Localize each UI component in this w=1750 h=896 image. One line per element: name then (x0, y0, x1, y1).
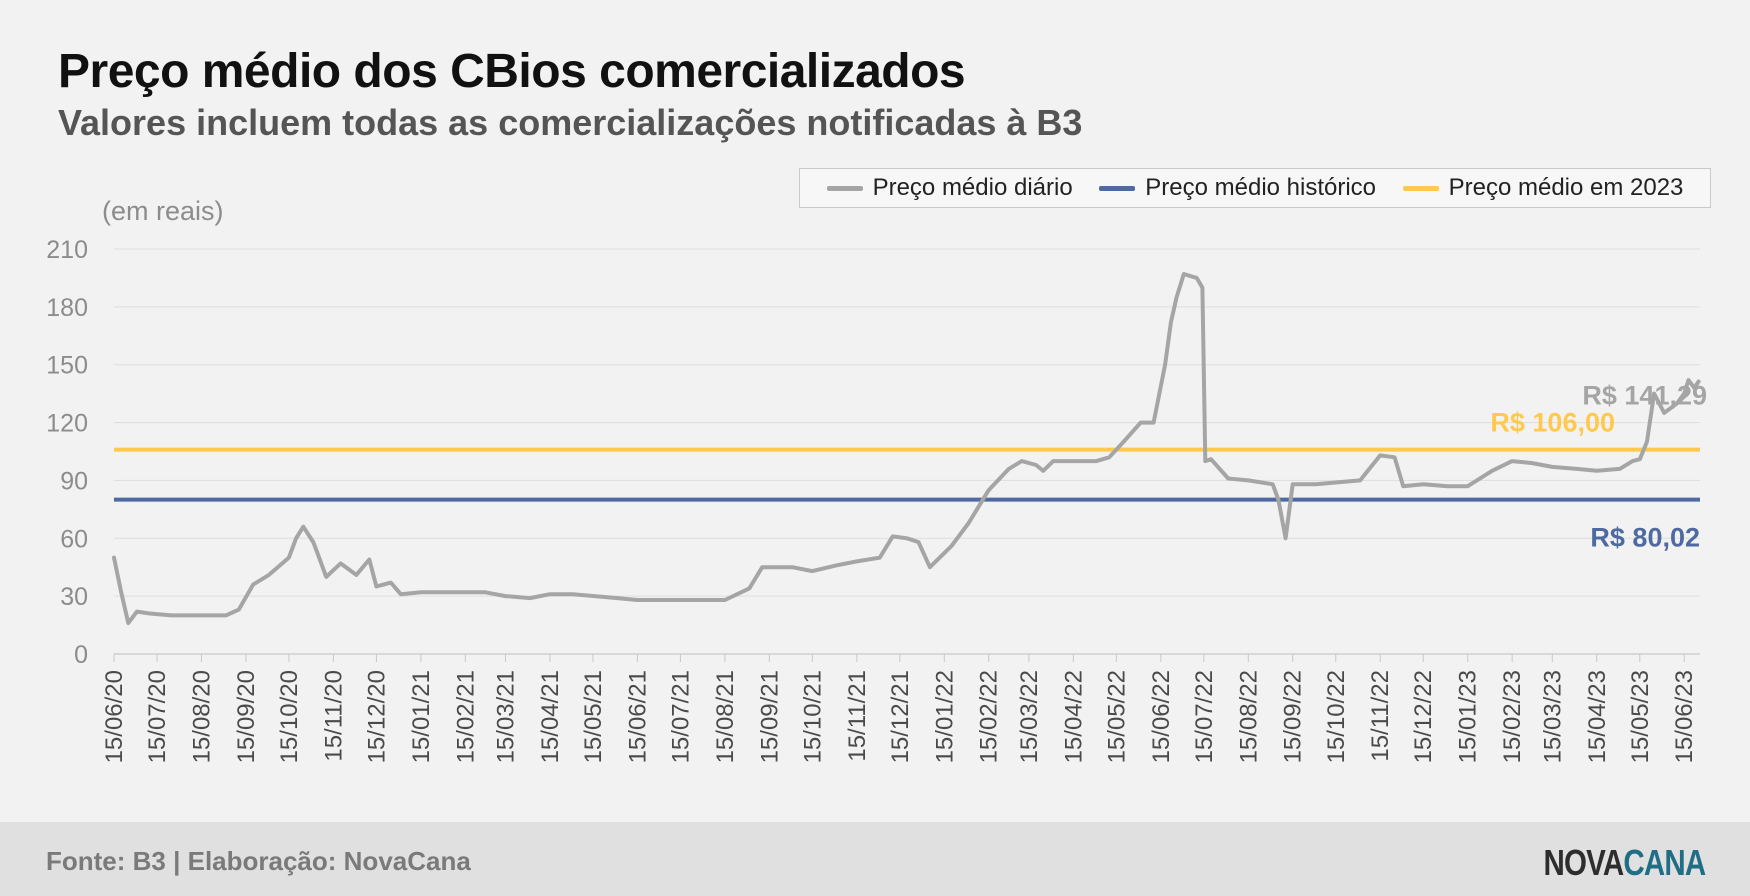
x-tick-label: 15/02/23 (1499, 670, 1526, 763)
x-tick-label: 15/04/21 (537, 670, 564, 763)
x-tick-label: 15/09/20 (233, 670, 260, 763)
y-tick-label: 150 (46, 352, 88, 380)
x-tick-label: 15/03/22 (1016, 670, 1043, 763)
x-tick-label: 15/10/22 (1323, 670, 1350, 763)
y-tick-label: 120 (46, 410, 88, 438)
y-tick-label: 60 (60, 525, 88, 553)
x-tick-label: 15/01/21 (408, 670, 435, 763)
legend-swatch-historic (1099, 185, 1136, 191)
line-chart: 0 30 60 90 120 150 180 210 15/06/20 15/07/20 15/08… (46, 236, 1707, 763)
x-tick-label: 15/11/22 (1367, 670, 1394, 762)
x-tick-label: 15/01/22 (931, 670, 958, 763)
x-tick-label: 15/02/22 (976, 670, 1003, 763)
x-tick-label: 15/03/21 (492, 670, 519, 763)
y-tick-label: 180 (46, 294, 88, 322)
x-tick-label: 15/03/23 (1539, 670, 1566, 763)
chart-title: Preço médio dos CBios comercializados (58, 45, 966, 98)
x-tick-label: 15/12/22 (1410, 670, 1437, 763)
y-tick-label: 90 (60, 467, 88, 495)
x-tick-label: 15/08/22 (1235, 670, 1262, 763)
x-tick-label: 15/11/20 (320, 670, 347, 762)
x-tick-label: 15/02/21 (452, 670, 479, 763)
x-tick-label: 15/05/23 (1627, 670, 1654, 763)
x-tick-label: 15/04/22 (1060, 670, 1087, 763)
chart-subtitle: Valores incluem todas as comercializaçõe… (58, 102, 1083, 143)
source-credit: Fonte: B3 | Elaboração: NovaCana (46, 846, 471, 876)
x-tick-label: 15/07/20 (144, 670, 171, 763)
x-tick-label: 15/05/22 (1103, 670, 1130, 763)
x-tick-label: 15/11/21 (844, 670, 871, 762)
annotation-2023-average: R$ 106,00 (1490, 408, 1615, 438)
x-tick-label: 15/01/23 (1455, 670, 1482, 763)
legend-item-historic: Preço médio histórico (1099, 174, 1376, 202)
x-tick-label: 15/09/21 (756, 670, 783, 763)
legend-label-historic: Preço médio histórico (1145, 174, 1377, 201)
annotation-historic-average: R$ 80,02 (1590, 523, 1700, 553)
x-tick-label: 15/12/20 (363, 670, 390, 763)
legend-item-2023: Preço médio em 2023 (1402, 174, 1684, 202)
x-tick-label: 15/04/23 (1584, 670, 1611, 763)
legend-label-2023: Preço médio em 2023 (1448, 174, 1684, 201)
y-tick-label: 210 (46, 236, 88, 264)
x-tick-label: 15/06/22 (1148, 670, 1175, 763)
x-tick-label: 15/06/20 (101, 670, 128, 763)
x-tick-label: 15/10/21 (799, 670, 826, 763)
y-axis-unit-label: (em reais) (102, 196, 224, 226)
y-tick-label: 0 (74, 641, 88, 669)
x-tick-label: 15/08/21 (712, 670, 739, 763)
x-tick-label: 15/07/22 (1191, 670, 1218, 763)
legend-label-daily: Preço médio diário (872, 174, 1073, 201)
x-tick-label: 15/07/21 (667, 670, 694, 763)
novacana-logo: NOVACANA (1543, 842, 1706, 883)
chart-legend: Preço médio diário Preço médio histórico… (799, 168, 1711, 208)
x-tick-label: 15/08/20 (188, 670, 215, 763)
x-tick-label: 15/09/22 (1280, 670, 1307, 763)
x-tick-label: 15/06/21 (624, 670, 651, 763)
x-tick-label: 15/06/23 (1671, 670, 1698, 763)
footer: Fonte: B3 | Elaboração: NovaCana NOVACAN… (0, 822, 1750, 896)
x-tick-label: 15/12/21 (887, 670, 914, 763)
x-tick-label: 15/05/21 (580, 670, 607, 763)
legend-swatch-2023 (1402, 185, 1439, 191)
daily-price-line (112, 272, 1701, 626)
legend-item-daily: Preço médio diário (826, 174, 1073, 202)
annotation-last-price: R$ 141,29 (1582, 381, 1707, 411)
y-tick-label: 30 (60, 583, 88, 611)
legend-swatch-daily (826, 185, 863, 191)
x-tick-label: 15/10/20 (276, 670, 303, 763)
